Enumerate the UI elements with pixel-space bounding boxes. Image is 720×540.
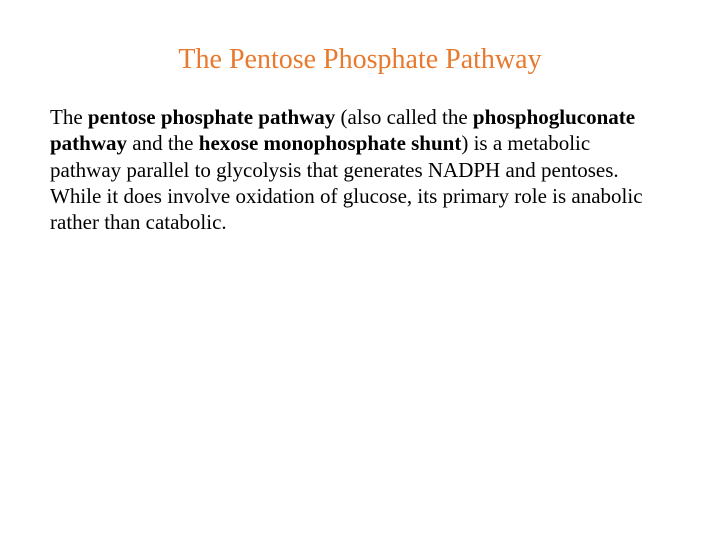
- bold-term-1: pentose phosphate pathway: [88, 105, 335, 129]
- text-span: (also called the: [335, 105, 473, 129]
- text-span: The: [50, 105, 88, 129]
- body-paragraph: The pentose phosphate pathway (also call…: [50, 104, 670, 235]
- bold-term-3: hexose monophosphate shunt: [199, 131, 462, 155]
- slide-title: The Pentose Phosphate Pathway: [50, 40, 670, 76]
- text-span: and the: [127, 131, 199, 155]
- slide-container: The Pentose Phosphate Pathway The pentos…: [0, 0, 720, 540]
